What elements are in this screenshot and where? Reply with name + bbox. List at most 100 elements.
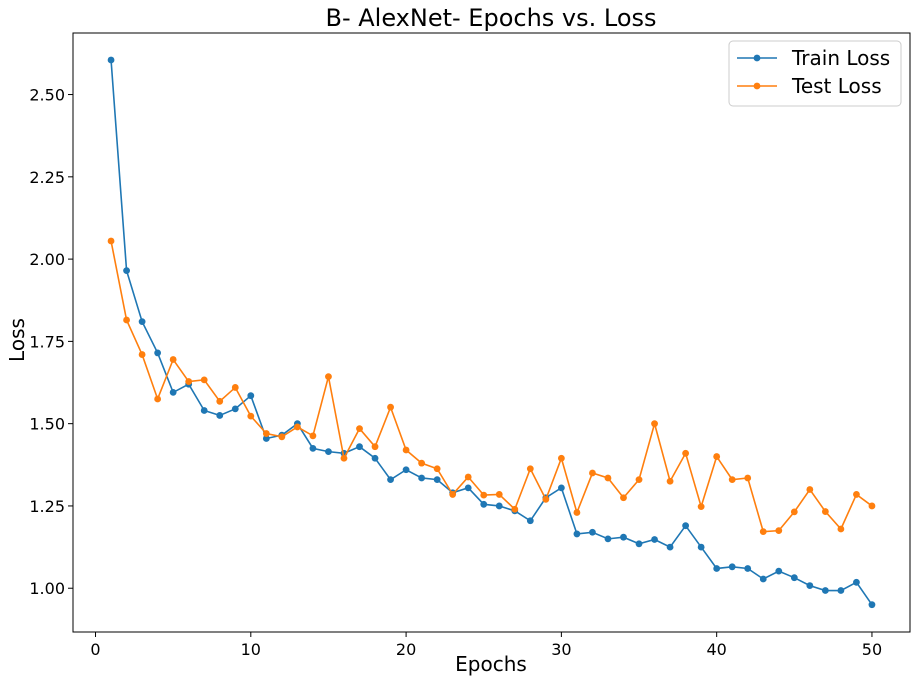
series-2-point xyxy=(402,446,410,454)
series-1-point xyxy=(480,500,488,508)
series-1-point xyxy=(806,582,814,589)
legend-swatch-marker xyxy=(753,82,761,90)
series-line-2 xyxy=(110,240,873,533)
series-2-point xyxy=(123,316,130,324)
series-2-point xyxy=(775,527,783,535)
series-2-point xyxy=(620,494,627,502)
series-1-point xyxy=(169,389,177,396)
plot-area xyxy=(107,56,876,609)
series-2-point xyxy=(666,477,674,485)
series-2-point xyxy=(573,509,581,516)
x-tick-label: 10 xyxy=(241,640,261,659)
series-1-point xyxy=(666,543,674,551)
series-1-point xyxy=(837,587,845,594)
series-1-point xyxy=(154,349,162,357)
series-1-point xyxy=(418,474,426,482)
series-2-point xyxy=(651,420,658,428)
series-1-point xyxy=(309,444,317,452)
series-2-point xyxy=(216,397,224,405)
series-1-point xyxy=(262,435,270,442)
series-1-point xyxy=(821,587,829,594)
y-tick-label: 1.25 xyxy=(29,497,65,516)
series-2-point xyxy=(247,412,255,420)
series-1-point xyxy=(868,601,876,609)
series-1-point xyxy=(651,536,658,543)
series-1-point xyxy=(713,565,721,572)
series-2-point xyxy=(790,508,798,516)
series-1-point xyxy=(464,484,472,492)
x-axis-label: Epochs xyxy=(455,652,527,676)
series-1-point xyxy=(371,454,379,462)
series-2-point xyxy=(185,378,193,385)
series-1-point xyxy=(573,530,581,538)
series-2-point xyxy=(340,454,348,462)
y-tick-label: 1.75 xyxy=(29,332,65,351)
series-1-point xyxy=(495,502,503,510)
series-1-point xyxy=(775,567,783,575)
series-2-point xyxy=(682,449,690,457)
series-2-point xyxy=(449,491,457,498)
series-1-point xyxy=(325,448,332,456)
series-2-point xyxy=(557,454,565,462)
series-1-point xyxy=(526,517,534,525)
series-2-point xyxy=(542,495,550,503)
series-1-point xyxy=(853,578,860,586)
series-2-point xyxy=(744,474,752,482)
series-2-point xyxy=(356,425,363,432)
y-tick-label: 1.00 xyxy=(29,579,65,598)
y-axis-label: Loss xyxy=(5,318,29,362)
series-2-point xyxy=(759,528,767,536)
plot-frame xyxy=(72,32,911,633)
series-1-point xyxy=(247,392,255,400)
series-1-point xyxy=(107,56,115,64)
series-1-point xyxy=(216,412,224,419)
series-2-point xyxy=(154,395,162,403)
series-2-point xyxy=(309,432,317,440)
series-1-point xyxy=(231,405,239,413)
series-1-point xyxy=(589,528,596,536)
series-1-point xyxy=(433,476,441,484)
series-2-point xyxy=(418,459,426,467)
series-1-point xyxy=(123,267,130,275)
x-tick-label: 0 xyxy=(90,640,100,659)
series-1-point xyxy=(682,522,690,530)
series-2-point xyxy=(293,423,301,431)
series-1-point xyxy=(387,476,394,484)
series-2-point xyxy=(821,508,829,515)
series-2-point xyxy=(604,474,612,482)
y-tick-label: 2.50 xyxy=(29,86,65,105)
series-2-point xyxy=(464,473,472,481)
legend: Train Loss Test Loss xyxy=(728,40,902,107)
series-2-point xyxy=(278,433,286,441)
series-2-point xyxy=(371,443,379,451)
series-2-point xyxy=(526,465,534,473)
y-tick-label: 2.00 xyxy=(29,250,65,269)
series-2-point xyxy=(635,476,643,484)
legend-swatch-marker xyxy=(753,54,761,62)
series-1-point xyxy=(620,533,627,541)
series-2-point xyxy=(806,486,814,493)
y-tick-label: 2.25 xyxy=(29,168,65,187)
series-2-point xyxy=(713,453,721,460)
series-2-point xyxy=(387,403,394,411)
x-tick-label: 40 xyxy=(706,640,726,659)
series-1-point xyxy=(138,318,146,326)
legend-label: Test Loss xyxy=(791,74,882,98)
series-2-point xyxy=(511,505,519,513)
y-tick-label: 1.50 xyxy=(29,415,65,434)
series-1-point xyxy=(200,407,208,414)
series-1-point xyxy=(356,443,363,451)
series-2-point xyxy=(837,525,845,533)
axes: 0 10 20 30 40 50 1.00 1.25 1.50 1.75 2.00 2.25 2.50 xyxy=(29,32,911,659)
series-2-point xyxy=(200,376,208,384)
series-2-point xyxy=(853,491,860,498)
series-1-point xyxy=(402,466,410,474)
series-2-point xyxy=(433,465,441,473)
series-1-point xyxy=(759,575,767,583)
x-tick-label: 20 xyxy=(396,640,416,659)
series-1-point xyxy=(557,484,565,492)
series-2-point xyxy=(589,469,596,477)
series-1-point xyxy=(635,540,643,548)
series-line-1 xyxy=(110,59,873,606)
